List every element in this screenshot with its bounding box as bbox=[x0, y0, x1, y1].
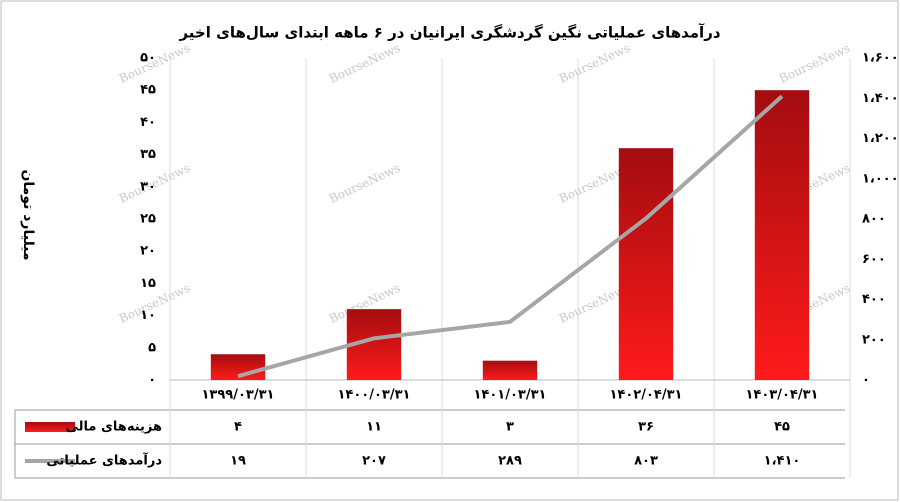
y2-tick-label: ۰ bbox=[862, 373, 870, 388]
y-tick-label: ۰ bbox=[148, 373, 156, 388]
bar bbox=[618, 148, 674, 380]
x-tick-label: ۱۴۰۰/۰۳/۳۱ bbox=[338, 388, 411, 403]
table-value: ۴۵ bbox=[774, 420, 790, 435]
table-value: ۲۰۷ bbox=[362, 454, 386, 469]
y-tick-label: ۲۵ bbox=[140, 212, 156, 227]
table-value: ۴ bbox=[234, 420, 242, 435]
table-value: ۱۹ bbox=[230, 454, 246, 469]
y2-tick-label: ۸۰۰ bbox=[862, 212, 886, 227]
table-value: ۸۰۳ bbox=[634, 454, 658, 469]
table-value: ۱،۴۱۰ bbox=[764, 454, 801, 469]
line bbox=[237, 94, 784, 379]
legend-label: هزینه‌های مالی bbox=[66, 420, 162, 435]
y-tick-label: ۳۵ bbox=[140, 147, 156, 162]
table-value: ۳۶ bbox=[638, 420, 654, 435]
x-tick-label: ۱۴۰۳/۰۴/۳۱ bbox=[746, 388, 819, 403]
y-axis-label: میلیارد تومان bbox=[20, 169, 36, 260]
y-tick-label: ۵ bbox=[148, 340, 156, 355]
x-tick-label: ۱۳۹۹/۰۳/۳۱ bbox=[202, 388, 275, 403]
y-tick-label: ۱۵ bbox=[140, 276, 156, 291]
y2-tick-label: ۱،۲۰۰ bbox=[862, 131, 899, 146]
y-tick-label: ۵۰ bbox=[140, 51, 156, 66]
y-tick-label: ۳۰ bbox=[140, 179, 156, 194]
legend-swatch bbox=[25, 422, 75, 432]
y-tick-label: ۴۰ bbox=[140, 115, 156, 130]
y-tick-label: ۱۰ bbox=[140, 308, 156, 323]
chart-title: درآمدهای عملیاتی نگین گردشگری ایرانیان د… bbox=[178, 24, 720, 42]
bar bbox=[754, 90, 810, 380]
table-value: ۱۱ bbox=[366, 420, 382, 435]
table-value: ۳ bbox=[506, 420, 514, 435]
bar bbox=[482, 360, 538, 380]
y-tick-label: ۲۰ bbox=[140, 244, 156, 259]
y-tick-label: ۴۵ bbox=[140, 83, 156, 98]
x-tick-label: ۱۴۰۲/۰۴/۳۱ bbox=[610, 388, 683, 403]
x-tick-label: ۱۴۰۱/۰۳/۳۱ bbox=[474, 388, 547, 403]
y2-tick-label: ۱،۰۰۰ bbox=[862, 171, 899, 186]
y2-tick-label: ۲۰۰ bbox=[862, 332, 886, 347]
y2-tick-label: ۴۰۰ bbox=[862, 292, 886, 307]
data-table bbox=[14, 409, 845, 479]
y2-tick-label: ۶۰۰ bbox=[862, 252, 886, 267]
y2-tick-label: ۱،۶۰۰ bbox=[862, 51, 899, 66]
y2-tick-label: ۱،۴۰۰ bbox=[862, 91, 899, 106]
legend-label: درآمدهای عملیاتی bbox=[46, 452, 162, 469]
table-value: ۲۸۹ bbox=[498, 454, 522, 469]
